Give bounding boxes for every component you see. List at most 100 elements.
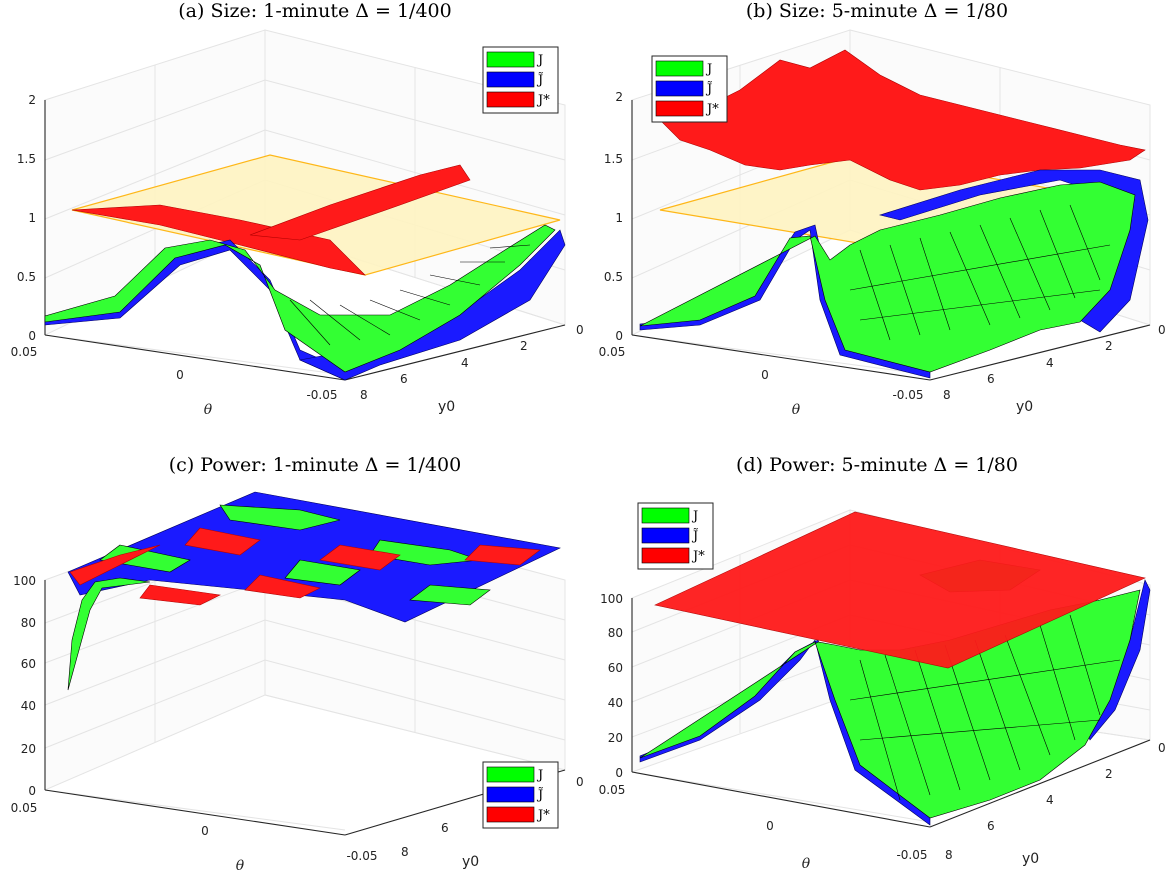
panel-d: (d) Power: 5-minute Δ = 1/80 [599, 454, 1166, 872]
panel-b-x-tick: 0.05 [599, 345, 626, 359]
panel-a-y-tick: 0 [576, 323, 584, 337]
panel-d-x-tick: -0.05 [896, 848, 927, 862]
panel-d-axes [631, 598, 1151, 828]
panel-d-x-label: θ [802, 856, 811, 872]
panel-a-y-ticks: 0 2 4 6 8 [360, 323, 584, 402]
panel-a-x-tick: 0.05 [11, 345, 38, 359]
panel-c-x-tick: 0 [201, 824, 209, 838]
panel-b-y-tick: 2 [1105, 339, 1113, 353]
panel-c-z-tick: 0 [28, 784, 36, 798]
panel-a-z-tick: 1.5 [17, 152, 36, 166]
panel-b-jstar-surface [659, 49, 1146, 191]
panel-d-x-ticks: 0.05 0 -0.05 [599, 783, 928, 862]
legend-swatch-j [641, 507, 690, 524]
legend-swatch-j [655, 60, 704, 77]
panel-a-x-label: θ [204, 402, 213, 418]
panel-a-axes [44, 100, 566, 381]
panel-d-y-tick: 4 [1046, 793, 1054, 807]
legend-label-jtilde: J̃ [691, 528, 698, 544]
panel-c-z-ticks: 0 20 40 60 80 100 [13, 574, 36, 798]
panel-d-z-tick: 0 [615, 766, 623, 780]
legend-swatch-j [486, 766, 535, 783]
panel-d-y-ticks: 0 2 4 6 8 [945, 741, 1166, 862]
panel-d-y-tick: 8 [945, 848, 953, 862]
panel-a-x-tick: 0 [176, 368, 184, 382]
panel-b-x-tick: -0.05 [892, 388, 923, 402]
panel-c-z-tick: 40 [21, 699, 36, 713]
panel-a-j-surface [44, 224, 556, 373]
panel-c-y-tick: 8 [401, 845, 409, 859]
panel-c-y-ticks: 0 6 8 [401, 775, 584, 859]
panel-c-y-tick: 6 [441, 821, 449, 835]
panel-c-z-tick: 20 [21, 742, 36, 756]
panel-c-jstar-surface [69, 527, 541, 606]
panel-b-y-label: y0 [1016, 399, 1033, 415]
legend-swatch-jstar [655, 100, 704, 117]
legend-label-jstar: J* [705, 102, 719, 117]
panel-a-y-label: y0 [438, 399, 455, 415]
panel-a-x-ticks: 0.05 0 -0.05 [11, 345, 338, 402]
legend-label-jtilde: J̃ [536, 787, 543, 803]
panel-a-z-tick: 0 [28, 329, 36, 343]
panel-d-y-tick: 6 [987, 819, 995, 833]
panel-b-z-tick: 1.5 [604, 152, 623, 166]
panel-b-axes [631, 100, 1151, 381]
legend-label-j: J [536, 768, 543, 783]
panel-d-x-tick: 0.05 [599, 783, 626, 797]
legend-label-jstar: J* [536, 93, 550, 108]
legend-label-jstar: J* [691, 549, 705, 564]
panel-d-y-tick: 2 [1105, 767, 1113, 781]
panel-a-x-tick: -0.05 [306, 388, 337, 402]
panel-b-legend: J J̃ J* [651, 55, 728, 123]
panel-c-z-tick: 100 [13, 574, 36, 588]
panel-a-y-tick: 2 [520, 339, 528, 353]
legend-swatch-jtilde [486, 786, 535, 803]
legend-swatch-jtilde [641, 527, 690, 544]
panel-d-jstar-surface [654, 511, 1146, 669]
panel-c-x-tick: 0.05 [11, 801, 38, 815]
panel-a-z-tick: 2 [28, 93, 36, 107]
legend-label-jtilde: J̃ [705, 81, 712, 97]
panel-b-z-tick: 2 [615, 90, 623, 104]
panel-a-z-tick: 1 [28, 211, 36, 225]
panel-c-x-label: θ [236, 858, 245, 874]
panel-b-z-ticks: 0 0.5 1 1.5 2 [604, 90, 623, 343]
panel-c-y-tick: 0 [576, 775, 584, 789]
panel-b-title: (b) Size: 5-minute Δ = 1/80 [746, 0, 1008, 22]
panel-b-y-tick: 4 [1046, 356, 1054, 370]
panel-a-jstar-surface [71, 164, 471, 276]
legend-label-jtilde: J̃ [536, 72, 543, 88]
legend-label-j: J [705, 62, 712, 77]
legend-swatch-jstar [641, 547, 690, 564]
panel-a-z-ticks: 0 0.5 1 1.5 2 [17, 93, 36, 343]
panel-b-y-ticks: 0 2 4 6 8 [943, 323, 1166, 402]
panel-b-y-tick: 6 [987, 372, 995, 386]
panel-a-y-tick: 6 [400, 372, 408, 386]
panel-a: (a) Size: 1-minute Δ = 1/400 [11, 0, 584, 418]
legend-swatch-j [486, 51, 535, 68]
panel-a-y-tick: 4 [461, 356, 469, 370]
panel-d-z-tick: 40 [608, 696, 623, 710]
panel-d-y-label: y0 [1022, 851, 1039, 867]
panel-b-x-tick: 0 [761, 368, 769, 382]
panel-b-z-tick: 0.5 [604, 270, 623, 284]
panel-b-y-tick: 8 [943, 388, 951, 402]
panel-c-z-tick: 60 [21, 657, 36, 671]
panel-d-z-ticks: 0 20 40 60 80 100 [600, 592, 623, 780]
panel-c-title: (c) Power: 1-minute Δ = 1/400 [169, 454, 461, 476]
panel-d-legend: J J̃ J* [637, 502, 714, 570]
legend-swatch-jtilde [486, 71, 535, 88]
panel-d-z-tick: 100 [600, 592, 623, 606]
panel-b-x-ticks: 0.05 0 -0.05 [599, 345, 924, 402]
panel-a-z-tick: 0.5 [17, 270, 36, 284]
panel-b-y-tick: 0 [1158, 323, 1166, 337]
panel-a-y-tick: 8 [360, 388, 368, 402]
panel-c-y-label: y0 [462, 854, 479, 870]
legend-swatch-jtilde [655, 80, 704, 97]
panel-d-y-tick: 0 [1158, 741, 1166, 755]
panel-d-z-tick: 80 [608, 626, 623, 640]
panel-b-z-tick: 1 [615, 211, 623, 225]
panel-c-z-tick: 80 [21, 616, 36, 630]
panel-d-z-tick: 60 [608, 661, 623, 675]
